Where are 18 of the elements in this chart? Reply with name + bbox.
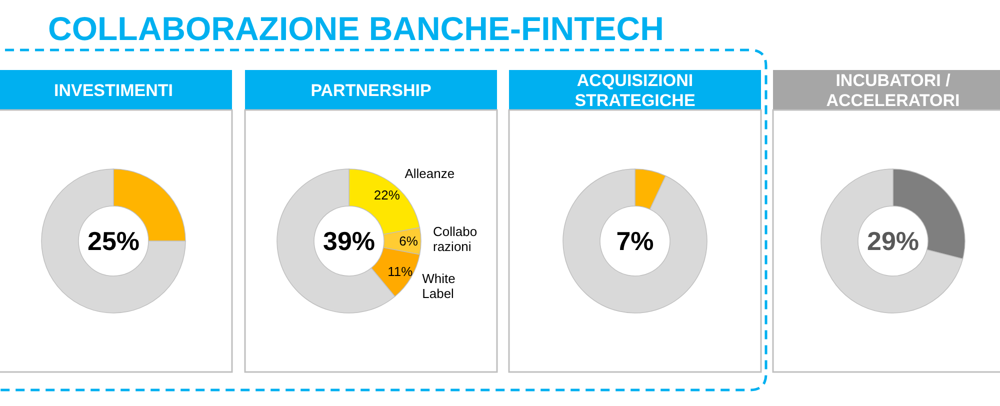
text: 39% — [322, 226, 376, 256]
chart-title: PARTNERSHIP — [310, 80, 432, 100]
text: COLLABORAZIONE BANCHE-FINTECH — [48, 10, 664, 47]
text: 25% — [87, 226, 140, 256]
slice-label: Collabo razioni — [433, 224, 478, 254]
data-label: 22% — [374, 188, 400, 203]
chart-title: ACQUISIZIONI STRATEGICHE — [574, 70, 696, 110]
donut-slice — [562, 168, 708, 314]
slice-label: White Label — [422, 270, 456, 301]
slice-label: Alleanze — [404, 166, 455, 181]
data-label: 6% — [399, 234, 418, 249]
donut-slice — [41, 168, 186, 314]
chart-title: INCUBATORI / ACCELERATORI — [826, 70, 960, 110]
data-label: 11% — [388, 264, 414, 279]
text: 7% — [616, 226, 654, 256]
donut-slice — [820, 168, 964, 314]
text: 29% — [866, 226, 920, 256]
chart-title: INVESTIMENTI — [54, 80, 174, 100]
